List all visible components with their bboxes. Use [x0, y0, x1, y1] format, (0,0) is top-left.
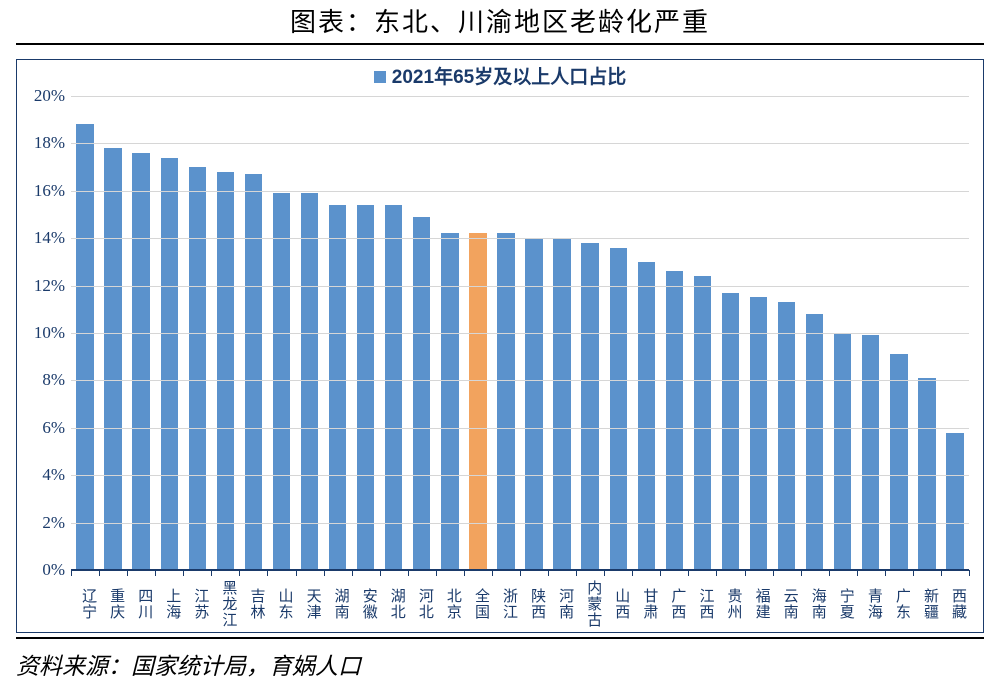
x-tick-label: 全国: [464, 574, 492, 630]
x-tick-label: 黑龙江: [211, 574, 239, 630]
x-labels-row: 辽宁重庆四川上海江苏黑龙江吉林山东天津湖南安徽湖北河北北京全国浙江陕西河南内蒙古…: [71, 574, 969, 630]
x-tick-label: 安徽: [352, 574, 380, 630]
plot-area: 0%2%4%6%8%10%12%14%16%18%20%: [71, 96, 969, 570]
x-tick-label: 北京: [436, 574, 464, 630]
gridline: [71, 570, 969, 571]
x-tick-label: 浙江: [492, 574, 520, 630]
gridline: [71, 286, 969, 287]
bar: [890, 354, 907, 570]
y-tick-label: 8%: [42, 370, 65, 390]
bar: [385, 205, 402, 570]
x-tick-label: 陕西: [520, 574, 548, 630]
y-tick-label: 2%: [42, 513, 65, 533]
x-tick-label: 天津: [296, 574, 324, 630]
bar: [581, 243, 598, 570]
x-tick-label: 四川: [127, 574, 155, 630]
x-tick-label: 湖南: [324, 574, 352, 630]
rule-top: [16, 43, 984, 45]
bar: [245, 174, 262, 570]
y-tick-label: 6%: [42, 418, 65, 438]
source-text: 资料来源：国家统计局，育娲人口: [16, 654, 361, 679]
bar: [132, 153, 149, 570]
bar: [357, 205, 374, 570]
x-tick-label: 重庆: [99, 574, 127, 630]
x-tick-label: 吉林: [239, 574, 267, 630]
x-tick-label: 内蒙古: [576, 574, 604, 630]
chart-title-text: 图表：东北、川渝地区老龄化严重: [290, 8, 710, 37]
gridline: [71, 475, 969, 476]
x-tick-label: 山东: [267, 574, 295, 630]
bar: [189, 167, 206, 570]
bar: [694, 276, 711, 570]
gridline: [71, 96, 969, 97]
gridline: [71, 380, 969, 381]
x-tick-label: 贵州: [716, 574, 744, 630]
bar: [104, 148, 121, 570]
x-tick-label: 江苏: [183, 574, 211, 630]
legend-label: 2021年65岁及以上人口占比: [392, 67, 626, 88]
y-tick-label: 4%: [42, 465, 65, 485]
y-tick-label: 18%: [34, 133, 65, 153]
bar: [273, 193, 290, 570]
x-tick-label: 河南: [548, 574, 576, 630]
bar: [217, 172, 234, 570]
gridline: [71, 333, 969, 334]
bar: [497, 233, 514, 570]
bar: [946, 433, 963, 570]
x-tick-label: 河北: [408, 574, 436, 630]
y-tick-label: 10%: [34, 323, 65, 343]
y-tick-label: 12%: [34, 276, 65, 296]
bar: [778, 302, 795, 570]
gridline: [71, 191, 969, 192]
bar: [301, 193, 318, 570]
x-tick-label: 海南: [801, 574, 829, 630]
bar: [806, 314, 823, 570]
chart-frame: 2021年65岁及以上人口占比 0%2%4%6%8%10%12%14%16%18…: [16, 59, 984, 633]
bar: [553, 238, 570, 570]
legend: 2021年65岁及以上人口占比: [17, 62, 983, 89]
x-tick-label: 广东: [885, 574, 913, 630]
x-tick-label: 福建: [745, 574, 773, 630]
legend-swatch-rect: [374, 71, 386, 83]
x-tick-label: 湖北: [380, 574, 408, 630]
bar: [161, 158, 178, 570]
bar: [441, 233, 458, 570]
y-tick-label: 20%: [34, 86, 65, 106]
x-tick-label: 上海: [155, 574, 183, 630]
x-tick-label: 甘肃: [632, 574, 660, 630]
bar: [638, 262, 655, 570]
gridline: [71, 523, 969, 524]
bar: [722, 293, 739, 570]
x-tick-label: 辽宁: [71, 574, 99, 630]
gridline: [71, 428, 969, 429]
gridline: [71, 143, 969, 144]
bar: [666, 271, 683, 570]
source-row: 资料来源：国家统计局，育娲人口: [0, 643, 1000, 681]
bar: [918, 378, 935, 570]
bar: [750, 297, 767, 570]
x-tick-label: 新疆: [913, 574, 941, 630]
x-tick: [969, 570, 970, 576]
bar: [834, 333, 851, 570]
chart-title: 图表：东北、川渝地区老龄化严重: [0, 0, 1000, 39]
y-tick-label: 0%: [42, 560, 65, 580]
x-tick-label: 山西: [604, 574, 632, 630]
rule-bottom: [16, 637, 984, 639]
x-tick-label: 宁夏: [829, 574, 857, 630]
y-tick-label: 16%: [34, 181, 65, 201]
x-tick-label: 广西: [660, 574, 688, 630]
figure-container: 图表：东北、川渝地区老龄化严重 2021年65岁及以上人口占比 0%2%4%6%…: [0, 0, 1000, 699]
bar: [862, 335, 879, 570]
x-tick-label: 云南: [773, 574, 801, 630]
y-tick-label: 14%: [34, 228, 65, 248]
bar: [525, 238, 542, 570]
x-tick-label: 青海: [857, 574, 885, 630]
bar: [469, 233, 486, 570]
gridline: [71, 238, 969, 239]
legend-swatch: [374, 67, 386, 89]
x-tick-label: 西藏: [941, 574, 969, 630]
x-tick-label: 江西: [688, 574, 716, 630]
bar: [329, 205, 346, 570]
bar: [413, 217, 430, 570]
